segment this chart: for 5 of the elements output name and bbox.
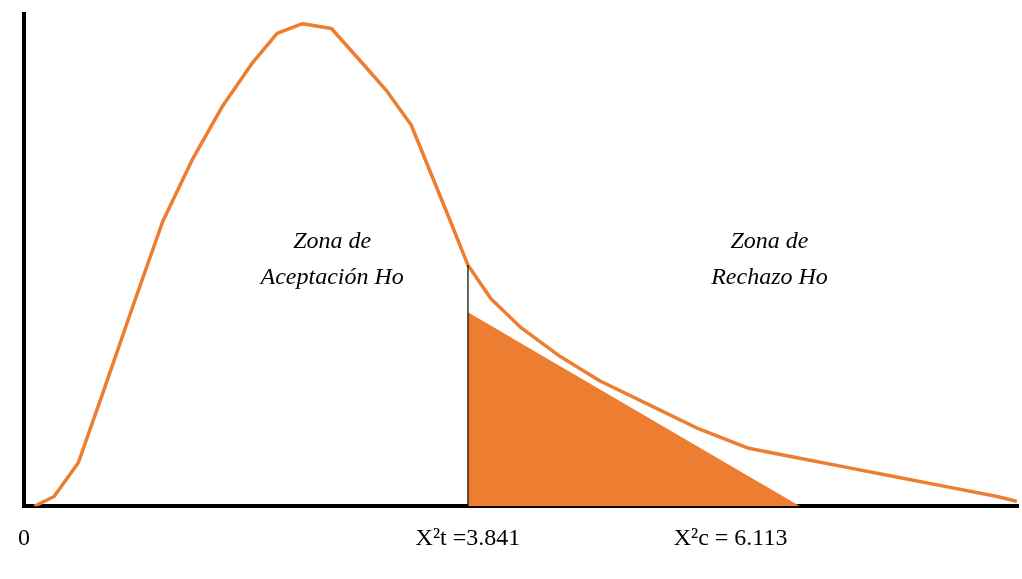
annotation: Zona de Aceptación Ho (258, 227, 404, 290)
x-tick-label: X²c = 6.113 (673, 523, 788, 550)
annotation: Zona de Rechazo Ho (710, 227, 828, 290)
x-tick-label: 0 (18, 523, 30, 550)
x-tick-label: X²t =3.841 (415, 523, 521, 550)
